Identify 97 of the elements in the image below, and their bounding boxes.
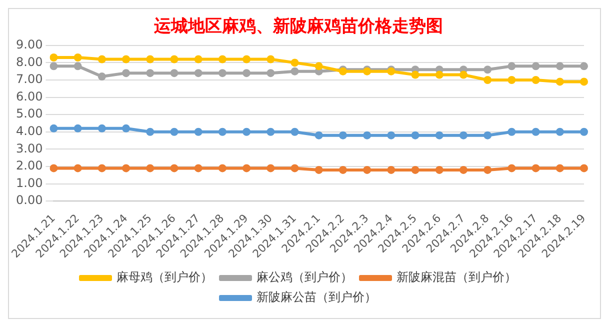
y-tick-label: 0.00 xyxy=(16,193,43,208)
point xyxy=(338,166,347,174)
point xyxy=(50,62,58,70)
point xyxy=(387,131,396,140)
point xyxy=(363,166,372,174)
y-tick-label: 8.00 xyxy=(16,54,43,69)
point xyxy=(266,55,275,64)
point xyxy=(508,62,516,70)
point xyxy=(218,164,226,172)
point xyxy=(556,128,564,136)
point xyxy=(170,164,178,172)
point xyxy=(580,78,588,86)
point xyxy=(532,164,540,172)
point xyxy=(266,164,275,172)
point xyxy=(411,70,420,79)
point xyxy=(459,70,468,79)
point xyxy=(290,67,299,76)
point xyxy=(580,128,588,136)
y-tick-label: 6.00 xyxy=(16,89,43,104)
point xyxy=(218,69,226,78)
point xyxy=(98,72,106,81)
point xyxy=(508,128,516,136)
chart-title: 运城地区麻鸡、新陂麻鸡苗价格走势图 xyxy=(153,16,443,37)
point xyxy=(435,70,444,79)
point xyxy=(314,131,323,140)
point xyxy=(338,131,347,140)
point xyxy=(411,131,420,140)
point xyxy=(532,76,540,84)
point xyxy=(242,128,251,136)
point xyxy=(290,128,299,136)
point xyxy=(170,55,178,64)
point xyxy=(508,164,516,172)
legend-label: 麻公鸡（到户价） xyxy=(256,270,352,284)
point xyxy=(314,166,323,174)
point xyxy=(387,166,396,174)
point xyxy=(484,131,492,140)
point xyxy=(266,128,275,136)
point xyxy=(98,55,106,64)
y-tick-label: 1.00 xyxy=(16,176,43,190)
point xyxy=(484,166,492,174)
point xyxy=(532,62,540,70)
point xyxy=(459,131,468,140)
point xyxy=(556,62,564,70)
point xyxy=(74,124,82,132)
point xyxy=(290,58,299,67)
point xyxy=(363,131,372,140)
legend-label: 新陂麻混苗（到户价） xyxy=(396,270,516,284)
y-tick-label: 4.00 xyxy=(16,124,43,138)
point xyxy=(122,69,130,78)
point xyxy=(435,166,444,174)
point xyxy=(194,164,202,172)
point xyxy=(242,164,251,172)
point xyxy=(242,69,251,78)
point xyxy=(146,69,154,78)
point xyxy=(50,124,58,132)
point xyxy=(74,54,82,62)
point xyxy=(435,131,444,140)
point xyxy=(194,128,202,136)
point xyxy=(556,164,564,172)
legend-label: 麻母鸡（到户价） xyxy=(116,270,212,284)
point xyxy=(122,55,130,64)
point xyxy=(122,124,130,132)
y-tick-label: 3.00 xyxy=(16,141,43,156)
point xyxy=(194,69,202,78)
point xyxy=(580,62,588,70)
y-tick-label: 2.00 xyxy=(16,158,43,173)
point xyxy=(50,54,58,62)
legend-label: 新陂麻公苗（到户价） xyxy=(256,290,376,304)
point xyxy=(194,55,202,64)
point xyxy=(170,69,178,78)
point xyxy=(74,164,82,172)
point xyxy=(580,164,588,172)
point xyxy=(170,128,178,136)
point xyxy=(218,128,226,136)
point xyxy=(98,124,106,132)
point xyxy=(146,55,154,64)
point xyxy=(146,164,154,172)
point xyxy=(242,55,251,64)
point xyxy=(74,62,82,70)
point xyxy=(50,164,58,172)
point xyxy=(411,166,420,174)
point xyxy=(556,78,564,86)
point xyxy=(290,164,299,172)
point xyxy=(484,66,492,74)
y-tick-label: 5.00 xyxy=(16,106,43,121)
point xyxy=(98,164,106,172)
point xyxy=(122,164,130,172)
point xyxy=(484,76,492,84)
point xyxy=(266,69,275,78)
point xyxy=(146,128,154,136)
point xyxy=(459,166,468,174)
point xyxy=(532,128,540,136)
point xyxy=(218,55,226,64)
point xyxy=(508,76,516,84)
y-tick-label: 9.00 xyxy=(16,38,43,52)
point xyxy=(314,62,323,70)
y-tick-label: 7.00 xyxy=(16,72,43,86)
